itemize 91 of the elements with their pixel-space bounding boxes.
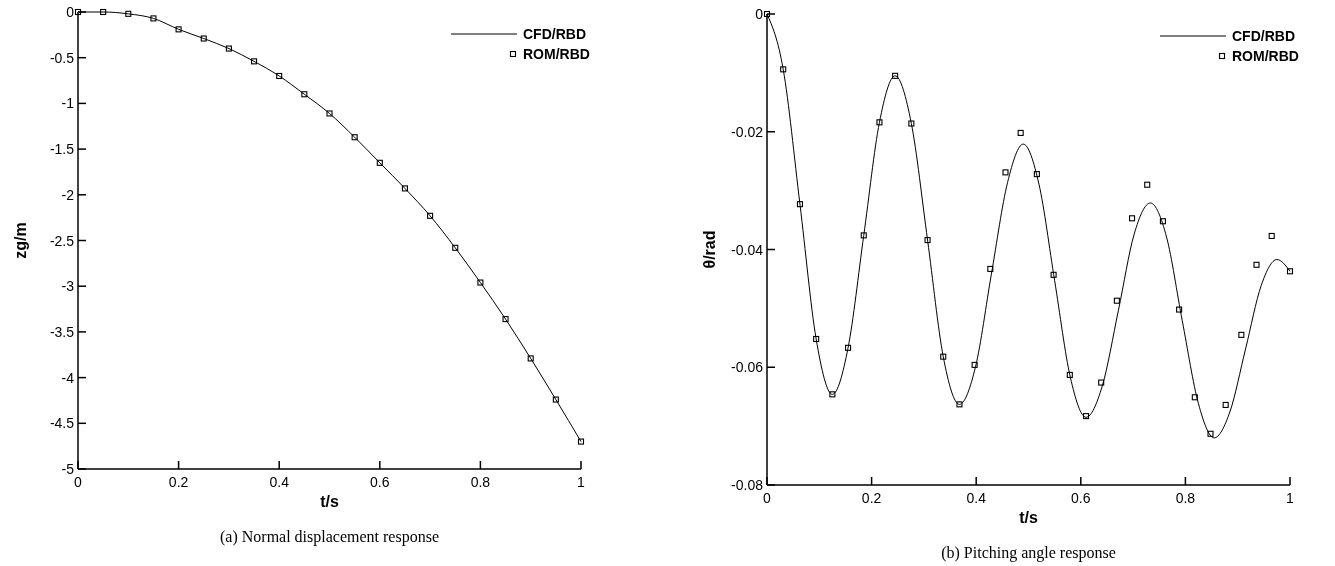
point bbox=[577, 438, 585, 445]
point bbox=[251, 58, 258, 65]
point bbox=[1222, 401, 1229, 408]
y-tick-label: -1.5 bbox=[49, 141, 75, 158]
point bbox=[125, 10, 132, 17]
x-tick-label: 0.4 bbox=[966, 490, 987, 506]
y-tick-label: -0.04 bbox=[731, 241, 764, 258]
point bbox=[1253, 261, 1260, 268]
point bbox=[150, 15, 157, 22]
y-tick-label: -4 bbox=[61, 369, 75, 386]
text: (b) Pitching angle response bbox=[941, 544, 1116, 562]
point bbox=[326, 110, 333, 117]
point bbox=[1159, 218, 1166, 225]
point bbox=[763, 10, 771, 18]
y-tick-label: -0.02 bbox=[731, 123, 764, 140]
legend-label: CFD/RBD bbox=[1232, 28, 1295, 44]
x-tick-label: 1 bbox=[1286, 490, 1295, 506]
x-tick-label: 0.6 bbox=[1071, 490, 1091, 506]
point bbox=[1002, 169, 1009, 176]
point bbox=[502, 316, 509, 323]
point bbox=[1286, 268, 1294, 275]
point bbox=[301, 91, 308, 98]
x-tick-label: 0.8 bbox=[470, 474, 491, 490]
x-tick-label: 0.4 bbox=[269, 474, 290, 490]
y-axis-title: zg/m bbox=[12, 222, 29, 259]
point bbox=[1082, 413, 1090, 420]
point bbox=[427, 212, 434, 219]
y-tick-label: -4.5 bbox=[49, 415, 75, 432]
point bbox=[401, 185, 408, 192]
point bbox=[908, 120, 915, 127]
point bbox=[987, 265, 994, 272]
legend-label: ROM/RBD bbox=[1232, 48, 1299, 64]
point bbox=[100, 8, 107, 16]
point bbox=[552, 396, 559, 403]
x-tick-label: 1 bbox=[577, 474, 586, 490]
point bbox=[452, 244, 459, 251]
point bbox=[829, 391, 836, 398]
point bbox=[780, 66, 787, 73]
point bbox=[796, 201, 803, 208]
x-axis-title: t/s bbox=[1019, 509, 1038, 526]
point bbox=[1129, 215, 1136, 222]
point bbox=[1144, 181, 1151, 188]
point bbox=[1207, 430, 1214, 437]
point bbox=[1268, 232, 1275, 240]
point bbox=[1017, 129, 1024, 136]
legend-label: ROM/RBD bbox=[523, 46, 590, 62]
point bbox=[1191, 394, 1198, 401]
x-tick-label: 0.2 bbox=[168, 474, 189, 490]
point bbox=[200, 35, 207, 42]
point bbox=[1238, 331, 1245, 338]
text: (a) Normal displacement response bbox=[219, 528, 440, 546]
point bbox=[74, 8, 82, 16]
x-axis-title: t/s bbox=[320, 493, 339, 510]
point bbox=[1033, 171, 1040, 178]
y-tick-label: -3.5 bbox=[49, 323, 75, 340]
point bbox=[876, 119, 883, 126]
point bbox=[1113, 297, 1120, 304]
point bbox=[1066, 371, 1073, 378]
y-tick-label: -0.08 bbox=[731, 477, 764, 493]
y-tick-label: -5 bbox=[61, 461, 75, 477]
point bbox=[225, 45, 232, 52]
y-tick-label: -3 bbox=[61, 278, 75, 295]
y-axis-title: θ/rad bbox=[701, 230, 718, 269]
y-tick-label: -0.06 bbox=[731, 359, 764, 376]
point bbox=[1176, 306, 1183, 313]
point bbox=[351, 134, 358, 141]
point bbox=[845, 344, 852, 351]
x-tick-label: 0.6 bbox=[370, 474, 390, 490]
point bbox=[477, 279, 484, 286]
legend-label: CFD/RBD bbox=[523, 26, 586, 42]
x-tick-label: 0.8 bbox=[1175, 490, 1196, 506]
point bbox=[175, 26, 182, 33]
y-tick-label: -0.5 bbox=[49, 49, 75, 66]
point bbox=[924, 237, 931, 244]
point bbox=[376, 159, 383, 166]
point bbox=[813, 335, 820, 343]
y-tick-label: 0 bbox=[755, 6, 764, 22]
y-tick-label: -2 bbox=[61, 186, 75, 203]
point bbox=[892, 72, 899, 79]
point bbox=[1098, 379, 1105, 386]
point bbox=[971, 361, 978, 368]
point bbox=[276, 72, 283, 80]
point bbox=[860, 232, 867, 239]
y-tick-label: -1 bbox=[61, 95, 75, 112]
point bbox=[956, 401, 963, 408]
x-tick-label: 0.2 bbox=[861, 490, 882, 506]
y-tick-label: 0 bbox=[66, 4, 75, 20]
point bbox=[1050, 271, 1057, 278]
point bbox=[527, 355, 534, 362]
y-tick-label: -2.5 bbox=[49, 232, 75, 249]
point bbox=[940, 353, 947, 360]
